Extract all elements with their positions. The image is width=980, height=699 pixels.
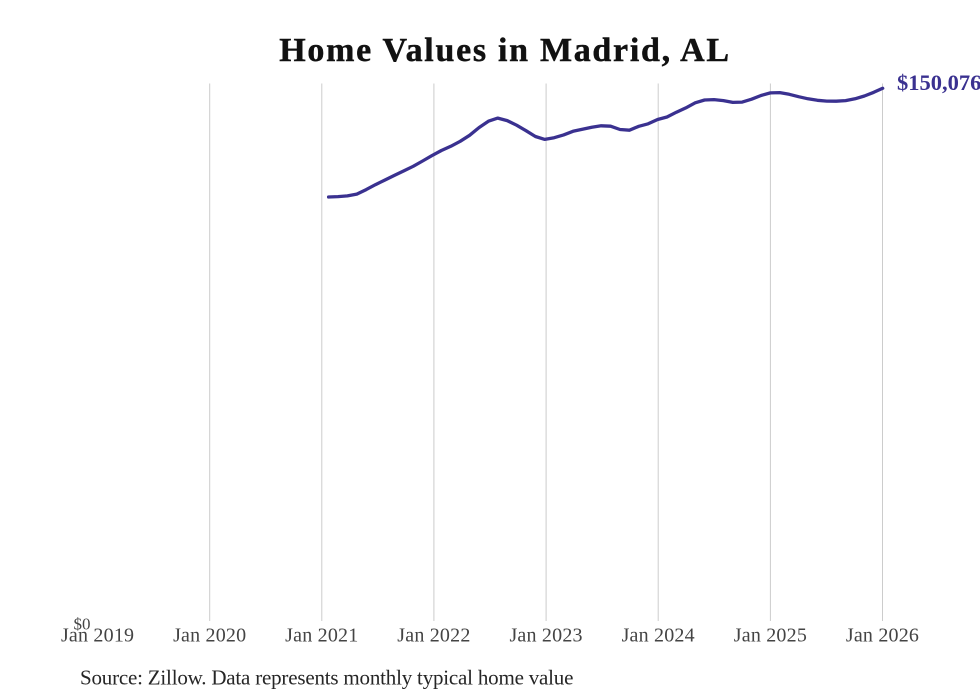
svg-text:Home Values in Madrid, AL: Home Values in Madrid, AL: [279, 32, 731, 69]
svg-text:Jan 2024: Jan 2024: [622, 624, 695, 646]
svg-text:Jan 2023: Jan 2023: [509, 624, 582, 646]
svg-text:Jan 2020: Jan 2020: [173, 624, 246, 646]
svg-text:Jan 2022: Jan 2022: [397, 624, 470, 646]
svg-text:Jan 2026: Jan 2026: [846, 624, 919, 646]
svg-text:Source: Zillow. Data represent: Source: Zillow. Data represents monthly …: [80, 666, 573, 690]
svg-text:Jan 2025: Jan 2025: [734, 624, 807, 646]
svg-text:Jan 2019: Jan 2019: [61, 624, 134, 646]
svg-text:$0: $0: [74, 614, 91, 633]
svg-text:$150,076: $150,076: [897, 70, 980, 95]
svg-text:Jan 2021: Jan 2021: [285, 624, 358, 646]
